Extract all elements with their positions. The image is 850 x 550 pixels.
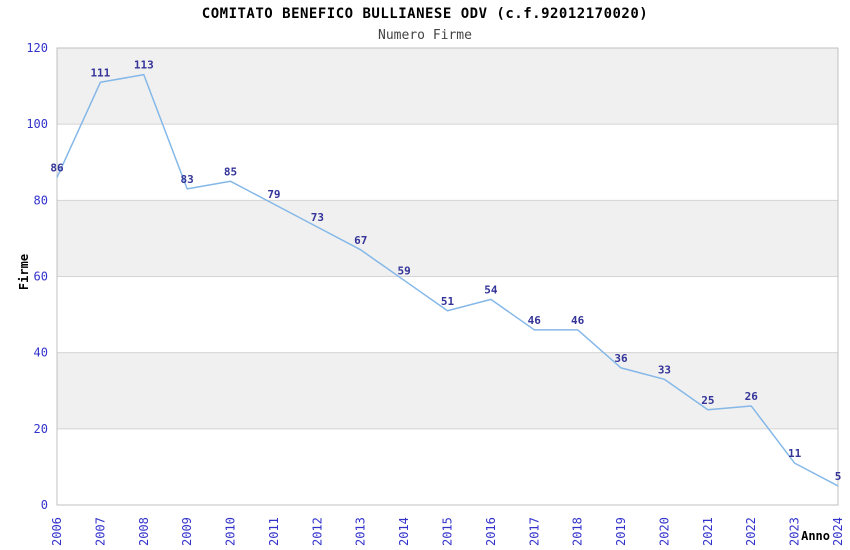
point-label: 111 [90,66,110,79]
point-label: 86 [50,161,64,174]
point-label: 36 [614,352,628,365]
point-label: 73 [311,211,324,224]
point-label: 85 [224,165,237,178]
x-tick-label: 2011 [267,517,281,546]
y-tick-label: 0 [41,498,48,512]
point-label: 59 [397,264,410,277]
x-tick-label: 2006 [50,517,64,546]
plot-area: 86 111 113 83 85 79 73 67 59 51 54 46 46 36 33 25 26 11 5 0… [26,41,845,546]
x-axis-title: Anno [801,529,830,543]
x-tick-label: 2020 [657,517,671,546]
x-tick-label: 2008 [137,517,151,546]
x-tick-label: 2009 [180,517,194,546]
plot-border [56,47,839,506]
plot-band [57,352,838,429]
x-tick-label: 2013 [354,517,368,546]
x-tick-label: 2012 [310,517,324,546]
data-line [56,73,839,487]
chart-subtitle: Numero Firme [378,28,472,43]
y-axis-title: Firme [17,254,31,290]
point-label: 11 [788,447,802,460]
point-label: 83 [181,173,194,186]
x-tick-label: 2017 [527,517,541,546]
y-tick-label: 100 [26,117,48,131]
point-label: 113 [134,59,154,72]
point-label: 5 [835,470,842,483]
point-label: 26 [745,390,759,403]
x-tick-label: 2007 [93,517,107,546]
point-label: 46 [528,314,542,327]
x-tick-label: 2024 [831,517,845,546]
y-tick-label: 120 [26,41,48,55]
point-label: 33 [658,363,671,376]
point-label: 54 [484,283,498,296]
point-label: 79 [267,188,280,201]
point-label: 51 [441,295,455,308]
x-tick-label: 2022 [744,517,758,546]
x-tick-label: 2023 [788,517,802,546]
x-tick-label: 2016 [484,517,498,546]
y-tick-label: 80 [34,193,48,207]
x-tick-label: 2010 [224,517,238,546]
point-label: 25 [701,394,714,407]
x-tick-label: 2021 [701,517,715,546]
x-tick-label: 2018 [571,517,585,546]
point-label: 46 [571,314,585,327]
chart-title: COMITATO BENEFICO BULLIANESE ODV (c.f.92… [201,6,649,22]
point-label: 67 [354,234,367,247]
x-tick-label: 2014 [397,517,411,546]
y-tick-label: 20 [34,422,48,436]
y-tick-label: 40 [34,346,48,360]
plot-band [57,48,838,125]
x-tick-label: 2019 [614,517,628,546]
plot-band [57,200,838,277]
x-tick-label: 2015 [441,517,455,546]
y-tick-label: 60 [34,270,48,284]
